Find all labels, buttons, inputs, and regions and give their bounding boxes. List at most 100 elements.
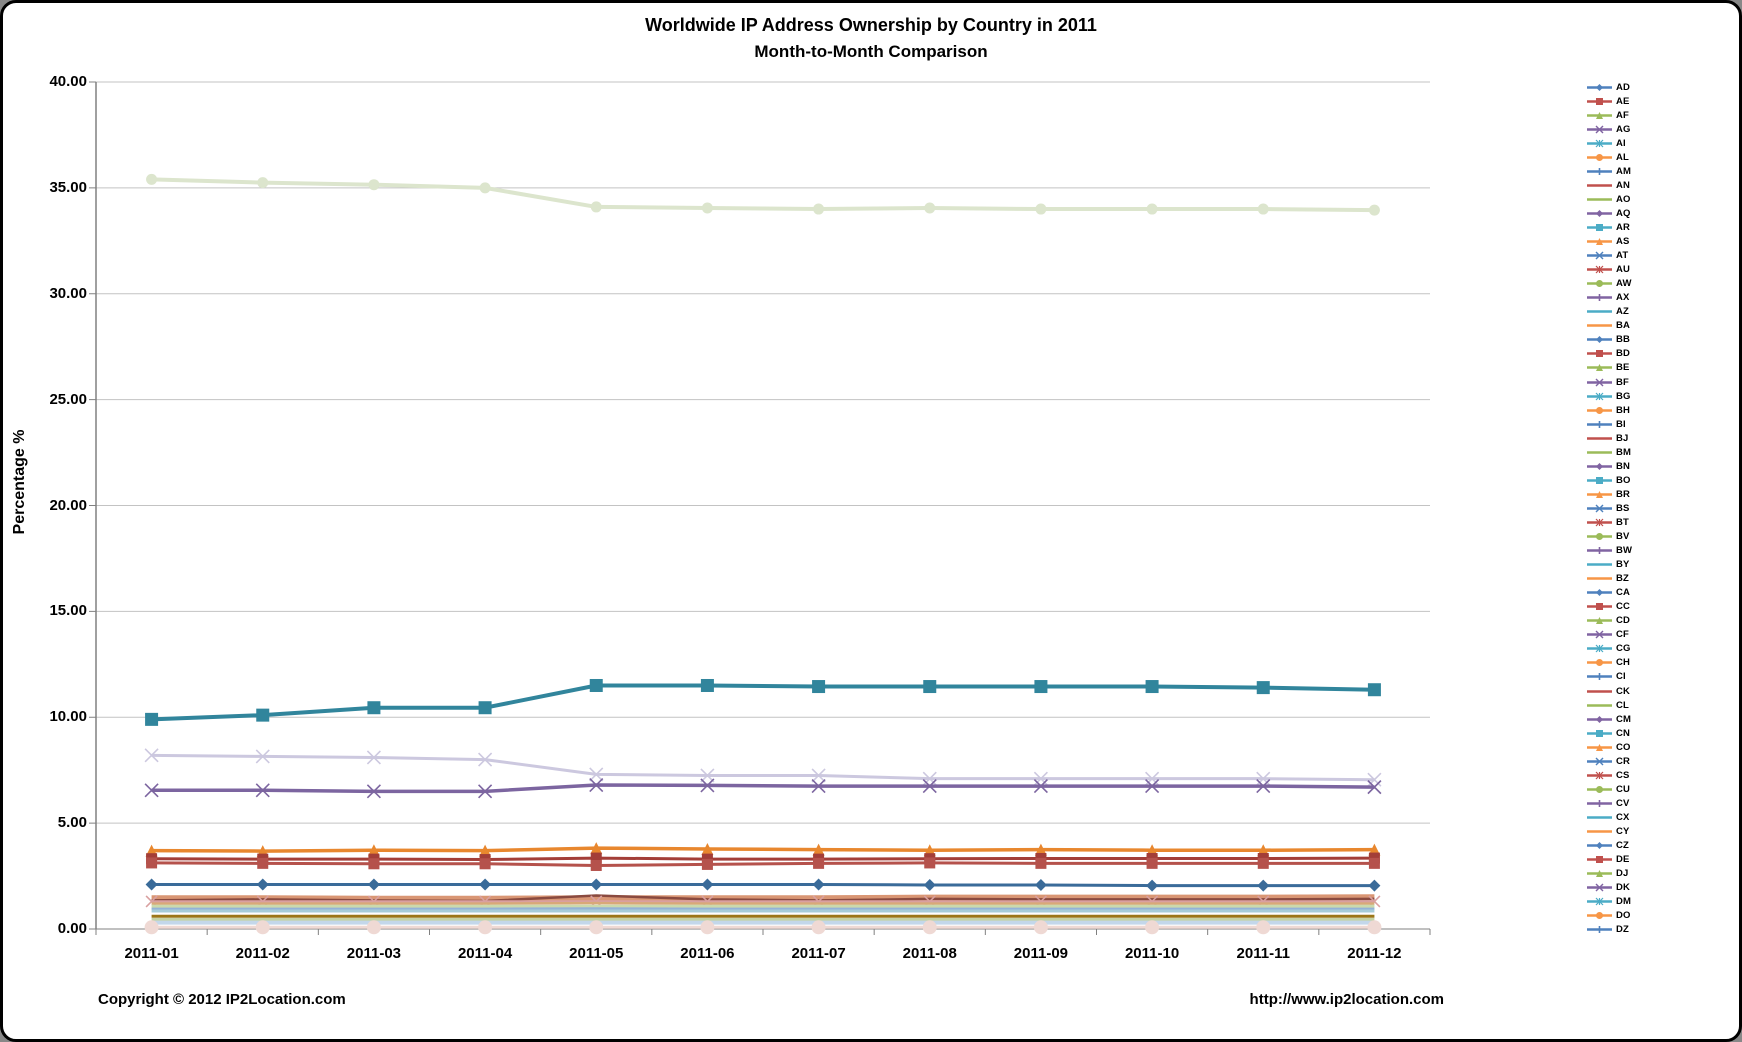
- legend-swatch-plus-icon: [1587, 420, 1612, 428]
- series-line-CN: [151, 683, 1375, 722]
- legend-item-CY: CY: [1586, 824, 1736, 838]
- legend-label: AN: [1616, 179, 1631, 191]
- marker-x: [811, 779, 826, 794]
- marker-square: [145, 712, 159, 726]
- legend-label: DO: [1616, 910, 1631, 922]
- legend-label: BW: [1616, 545, 1633, 557]
- marker-circle: [589, 920, 604, 935]
- legend-label: CZ: [1616, 840, 1630, 852]
- marker-square: [1367, 683, 1381, 697]
- y-tick-label: 25.00: [49, 390, 87, 408]
- marker-square: [146, 857, 158, 869]
- marker-square: [1596, 350, 1603, 358]
- legend-swatch-circle-icon: [1587, 912, 1612, 920]
- legend-item-AI: AI: [1586, 136, 1736, 150]
- legend-item-CZ: CZ: [1586, 839, 1736, 853]
- marker-triangle: [590, 842, 603, 855]
- legend-label: CD: [1616, 615, 1631, 627]
- legend-item-BE: BE: [1586, 361, 1736, 375]
- marker-square: [1034, 680, 1048, 694]
- legend-swatch-line-icon: [1587, 451, 1612, 454]
- legend-label: CV: [1616, 797, 1630, 809]
- legend-label: BI: [1616, 418, 1626, 430]
- marker-circle: [1596, 659, 1603, 667]
- y-tick-label: 10.00: [49, 708, 87, 726]
- marker-square: [1368, 857, 1380, 869]
- marker-triangle: [1596, 743, 1603, 751]
- marker-asterisk: [1595, 139, 1604, 148]
- legend-item-BN: BN: [1586, 459, 1736, 473]
- marker-x: [1145, 771, 1160, 786]
- marker-circle: [813, 203, 825, 215]
- marker-circle: [478, 920, 493, 935]
- marker-x: [922, 779, 937, 794]
- marker-square: [812, 680, 826, 694]
- marker-triangle: [367, 844, 380, 857]
- marker-x: [1256, 779, 1271, 794]
- marker-diamond: [1034, 878, 1047, 891]
- legend-label: CF: [1616, 629, 1630, 641]
- x-tick-label-2011-09: 2011-09: [1013, 945, 1069, 962]
- legend-item-AX: AX: [1586, 291, 1736, 305]
- marker-triangle: [1596, 617, 1603, 625]
- legend-label: DE: [1616, 854, 1630, 866]
- legend-label: BO: [1616, 474, 1631, 486]
- x-tick-label-2011-01: 2011-01: [124, 945, 179, 962]
- legend-item-BF: BF: [1586, 375, 1736, 389]
- legend-item-CN: CN: [1586, 726, 1736, 740]
- marker-square: [924, 857, 936, 869]
- legend-label: CG: [1616, 643, 1631, 655]
- legend-swatch-line-icon: [1587, 310, 1612, 313]
- marker-diamond: [1596, 462, 1603, 470]
- series-line-unlabeled-purple: [151, 783, 1375, 794]
- legend-item-CD: CD: [1586, 614, 1736, 628]
- legend-swatch-plus-icon: [1587, 926, 1612, 934]
- legend-item-BW: BW: [1586, 544, 1736, 558]
- legend-swatch-diamond-icon: [1587, 83, 1612, 91]
- series-line-unlabeled-dark-red-upper: [151, 856, 1375, 862]
- y-tick-label: 15.00: [49, 602, 87, 620]
- legend-item-AL: AL: [1586, 150, 1736, 164]
- legend-label: CU: [1616, 783, 1631, 795]
- marker-triangle: [1596, 870, 1603, 878]
- legend-swatch-circle-icon: [1587, 785, 1612, 793]
- legend-item-CR: CR: [1586, 754, 1736, 768]
- legend-item-CM: CM: [1586, 712, 1736, 726]
- legend-swatch-plus-icon: [1587, 799, 1612, 807]
- legend-item-AT: AT: [1586, 249, 1736, 263]
- y-tick-label: 30.00: [49, 284, 87, 302]
- legend-swatch-asterisk-icon: [1587, 392, 1612, 400]
- legend-label: CY: [1616, 826, 1630, 837]
- marker-circle: [811, 920, 826, 935]
- legend-label: BY: [1616, 559, 1630, 571]
- legend-swatch-square-icon: [1587, 603, 1612, 611]
- legend-item-AQ: AQ: [1586, 206, 1736, 220]
- legend-swatch-asterisk-icon: [1587, 265, 1612, 274]
- legend-swatch-square-icon: [1587, 350, 1612, 358]
- series-line-unlabeled-top-pale-green: [151, 177, 1375, 213]
- x-tick-label-2011-11: 2011-11: [1236, 945, 1290, 962]
- legend-item-CA: CA: [1586, 586, 1736, 600]
- marker-circle: [1146, 203, 1158, 215]
- marker-diamond: [701, 878, 714, 891]
- legend-swatch-triangle-icon: [1587, 743, 1612, 751]
- marker-asterisk: [1595, 518, 1604, 527]
- legend-label: AG: [1616, 123, 1631, 135]
- marker-asterisk: [1595, 392, 1604, 400]
- legend-label: AI: [1616, 137, 1626, 149]
- marker-circle: [1596, 280, 1603, 288]
- marker-square: [1257, 857, 1269, 869]
- plot-area: [89, 81, 1431, 935]
- legend-item-DZ: DZ: [1586, 923, 1736, 937]
- legend-item-AS: AS: [1586, 235, 1736, 249]
- legend-label: CA: [1616, 587, 1631, 599]
- legend-label: CN: [1616, 727, 1631, 739]
- legend-label: CS: [1616, 769, 1630, 781]
- legend-swatch-diamond-icon: [1587, 842, 1612, 850]
- legend-item-CG: CG: [1586, 642, 1736, 656]
- legend-item-AN: AN: [1586, 178, 1736, 192]
- marker-square: [256, 708, 270, 722]
- marker-x: [589, 767, 604, 782]
- legend-swatch-square-icon: [1587, 729, 1612, 737]
- legend-swatch-asterisk-icon: [1587, 644, 1612, 653]
